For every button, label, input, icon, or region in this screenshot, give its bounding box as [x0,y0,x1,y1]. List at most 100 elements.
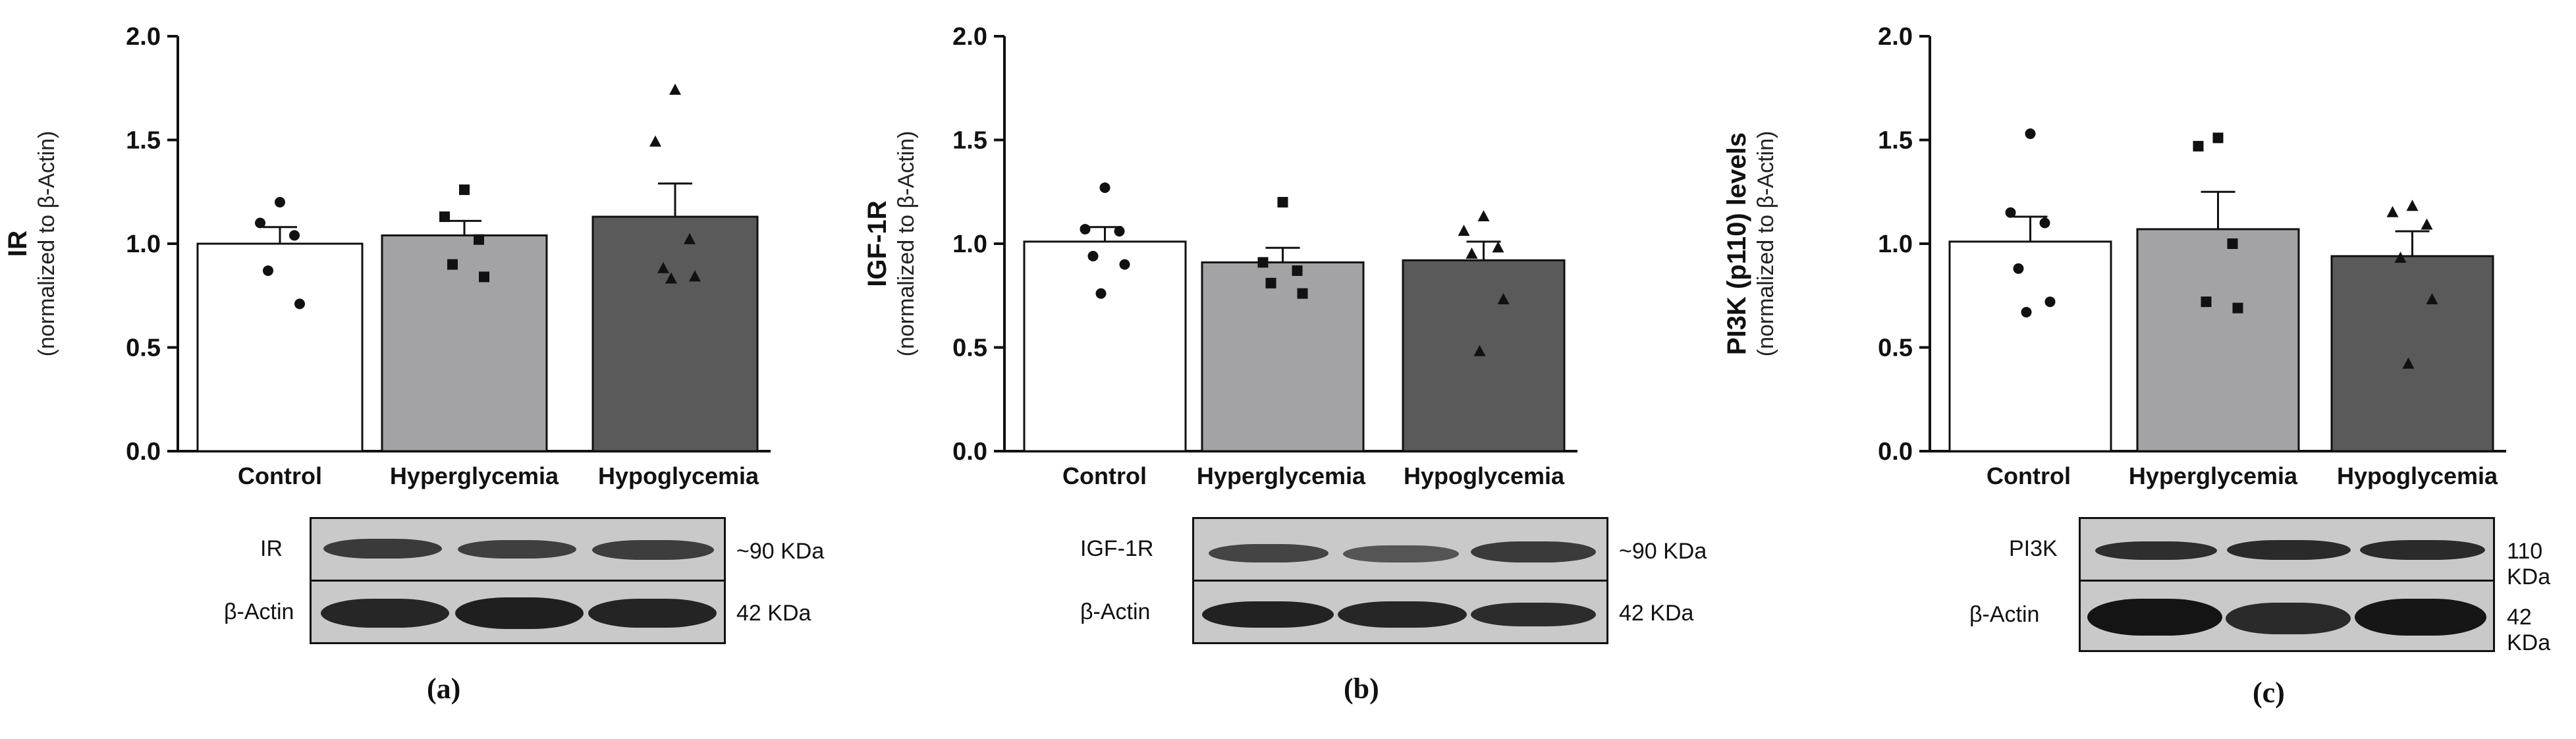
data-point [2232,302,2243,314]
panel-b: 0.0 0.5 1.0 1.5 2.0 IGF-1R (normalized to β-Ac… [856,0,1713,739]
data-point [275,197,285,207]
data-point [1497,293,1510,305]
x-category-label: Control [1062,462,1147,489]
y-tick-label: 0.0 [1878,438,1913,466]
data-point [2193,140,2204,151]
data-point [255,217,265,229]
y-tick-label: 1.5 [126,127,161,155]
y-axis-title: IGF-1R [863,200,892,287]
bar-hyperglycemia [2136,228,2300,452]
western-blot-pi3k [2079,517,2495,582]
data-point [2044,296,2056,308]
data-point [2039,217,2050,229]
blot-label-actin: β-Actin [1969,602,2040,627]
panel-label: (a) [427,672,461,705]
y-tick-label: 0.5 [126,335,161,362]
y-tick-label: 2.0 [1878,23,1913,51]
data-point [2013,263,2024,274]
bar-chart-c: 0.0 0.5 1.0 1.5 2.0 PI3K (p110) levels (normal… [1722,23,2506,489]
y-tick-label: 0.5 [952,335,987,362]
data-point [1265,277,1276,288]
y-axis-subtitle: (normalized to β-Actin) [894,131,919,357]
data-point [2406,200,2419,211]
y-axis-label: PI3K (p110) levels (normalized to β-Actin… [1722,131,1778,357]
data-point [2005,207,2016,218]
y-axis-title: IR [3,231,32,257]
bar-hyperglycemia [381,234,548,452]
y-tick-label: 1.0 [1878,231,1913,258]
data-point [689,270,701,282]
data-point [1095,288,1107,299]
x-category-label: Hypoglycemia [598,462,759,489]
y-tick-label: 0.0 [952,438,987,466]
data-point [2227,238,2238,249]
data-point [1087,250,1099,261]
data-point [2426,293,2438,305]
x-category-label: Control [238,462,322,489]
y-tick-label: 0.0 [126,438,161,466]
data-point [2402,357,2415,369]
panel-label: (b) [1344,672,1379,705]
data-point [479,271,489,283]
y-axis-title: PI3K (p110) levels [1722,132,1751,355]
data-point [2212,132,2224,144]
data-point [2025,128,2036,140]
panel-c: 0.0 0.5 1.0 1.5 2.0 PI3K (p110) levels (normal… [1713,0,2569,739]
data-point [684,233,696,244]
data-point [2421,218,2433,230]
y-axis-label: IR (normalized to β-Actin) [3,131,59,357]
bar-hypoglycemia [2330,255,2494,452]
data-point [2021,306,2032,317]
data-point [649,135,661,147]
data-point [439,211,450,223]
kda-actin: 42 KDa [1619,601,1694,626]
x-category-label: Hypoglycemia [1404,462,1565,489]
data-point [665,272,677,284]
western-blot-actin-b [1192,580,1608,644]
data-point [447,259,458,270]
data-point [1477,210,1490,222]
data-point [1114,226,1125,237]
kda-target: ~90 KDa [1619,539,1707,564]
bar-control [1023,240,1187,452]
western-blot-actin-a [310,580,726,644]
bar-hyperglycemia [1201,261,1365,452]
data-point [1292,265,1303,276]
y-tick-label: 1.5 [952,127,987,155]
kda-target: 110 KDa [2507,539,2551,589]
bar-control [196,242,364,452]
bar-chart-a: 0.0 0.5 1.0 1.5 2.0 IR (normalized to β-Actin)… [3,23,771,489]
data-point [1277,197,1288,207]
data-point [1257,257,1269,268]
bar-control [1948,240,2112,452]
data-point [1080,223,1091,234]
y-tick-label: 2.0 [126,23,161,51]
x-category-label: Hypoglycemia [2337,462,2498,489]
blot-label-actin: β-Actin [1080,599,1151,624]
western-blot-actin-c [2079,580,2495,652]
western-blot-ir [310,517,726,582]
blot-label-target: PI3K [2009,536,2058,561]
blot-label-target: IR [260,536,283,561]
data-point [1458,225,1470,236]
data-point [1099,182,1110,193]
blot-label-actin: β-Actin [224,599,294,624]
x-category-label: Hyperglycemia [390,462,559,489]
kda-target: ~90 KDa [736,539,825,564]
data-point [289,230,300,241]
y-axis-label: IGF-1R (normalized to β-Actin) [863,131,919,357]
y-tick-label: 1.0 [126,231,161,258]
y-axis-subtitle: (normalized to β-Actin) [34,131,59,357]
bar-chart-b: 0.0 0.5 1.0 1.5 2.0 IGF-1R (normalized to β-Ac… [863,23,1577,489]
blot-label-target: IGF-1R [1080,536,1154,561]
data-point [263,265,273,276]
data-point [2386,205,2399,217]
y-tick-label: 0.5 [1878,335,1913,362]
x-category-label: Hyperglycemia [1197,462,1366,489]
x-category-label: Hyperglycemia [2129,462,2298,489]
data-point [1492,241,1504,253]
panel-label: (c) [2253,676,2285,709]
y-tick-label: 1.0 [952,231,987,258]
data-point [1473,344,1486,356]
western-blot-igf1r [1192,517,1608,582]
